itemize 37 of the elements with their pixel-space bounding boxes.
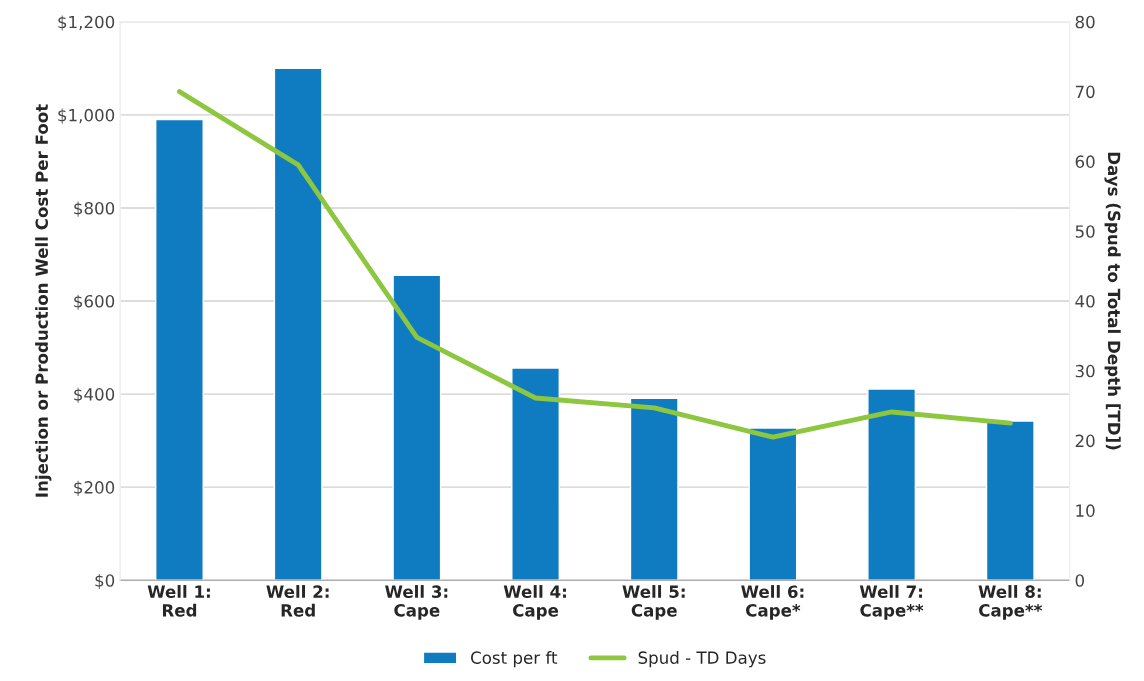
bar bbox=[867, 388, 917, 581]
y-tick-label: $600 bbox=[74, 294, 115, 310]
x-tick-label: Well 1: Red bbox=[147, 585, 210, 617]
y2-tick-label: 10 bbox=[1076, 504, 1095, 517]
y2-tick-label: 60 bbox=[1075, 155, 1095, 168]
y-axis-title: Injection or Production Well Cost Per Foot bbox=[35, 104, 52, 497]
y-tick-label: $400 bbox=[74, 387, 115, 403]
y2-tick-label: 40 bbox=[1075, 294, 1095, 308]
x-tick-label: Well 8: Cape** bbox=[978, 585, 1043, 620]
y2-tick-label: 0 bbox=[1075, 574, 1084, 587]
x-tick-label: Well 2: Red bbox=[266, 585, 329, 617]
y2-tick-label: 80 bbox=[1075, 15, 1095, 29]
y-tick-label: $800 bbox=[74, 201, 115, 217]
bar bbox=[155, 118, 204, 581]
bar bbox=[273, 67, 323, 581]
y-tick-label: $1,000 bbox=[58, 108, 115, 124]
bar bbox=[392, 274, 442, 581]
y2-tick-label: 20 bbox=[1075, 434, 1095, 448]
y2-tick-label: 30 bbox=[1075, 364, 1095, 378]
y2-tick-label: 70 bbox=[1075, 85, 1095, 99]
legend-label: Cost per ft bbox=[471, 651, 558, 668]
y-tick-label: $200 bbox=[74, 480, 115, 496]
x-tick-label: Well 7: Cape** bbox=[859, 585, 924, 620]
y-tick-label: $1,200 bbox=[58, 15, 115, 31]
x-tick-label: Well 6: Cape* bbox=[741, 585, 804, 620]
x-tick-label: Well 4: Cape bbox=[503, 585, 566, 620]
bar bbox=[748, 427, 798, 581]
y-tick-label: $0 bbox=[95, 573, 115, 589]
bar bbox=[511, 367, 560, 581]
x-tick-label: Well 3: Cape bbox=[385, 585, 448, 620]
legend-label: Spud - TD Days bbox=[638, 651, 766, 668]
bar bbox=[985, 420, 1035, 581]
y2-tick-label: 50 bbox=[1075, 225, 1095, 238]
x-tick-label: Well 5: Cape bbox=[622, 585, 685, 620]
line-series bbox=[177, 89, 1013, 440]
y2-axis-title: Days (Spud to Total Depth [TD]) bbox=[1104, 152, 1121, 450]
bar bbox=[629, 397, 679, 581]
